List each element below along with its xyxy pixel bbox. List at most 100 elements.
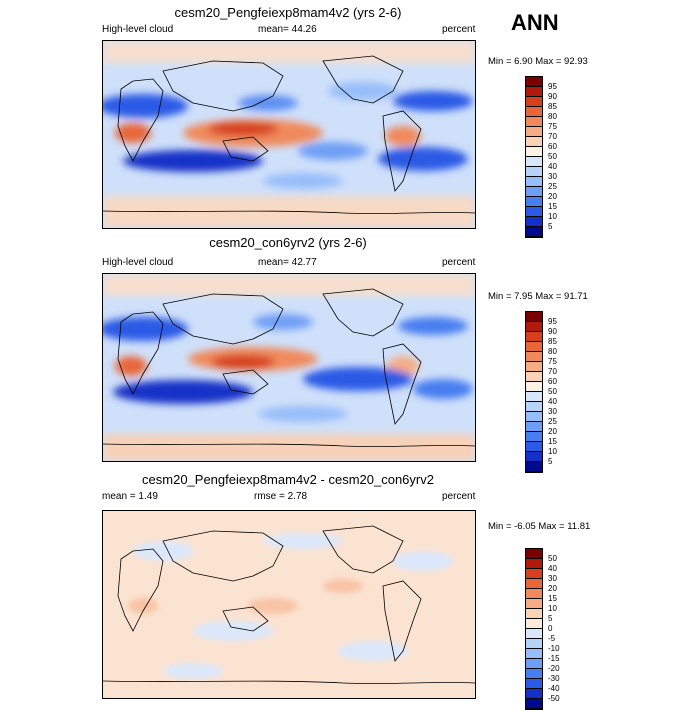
- colorbar-tick-label: 10: [548, 212, 557, 221]
- colorbar-swatch: [526, 639, 542, 649]
- colorbar-tick-label: 95: [548, 317, 557, 326]
- colorbar-swatch: [526, 462, 542, 472]
- colorbar-swatch: [526, 87, 542, 97]
- colorbar-tick-label: 10: [548, 604, 557, 613]
- colorbar-tick-label: 50: [548, 554, 557, 563]
- colorbar-swatch: [526, 412, 542, 422]
- colorbar-tick-label: 95: [548, 82, 557, 91]
- colorbar-tick-label: 25: [548, 417, 557, 426]
- panel-3-mean: mean = 1.49: [102, 491, 158, 502]
- panel-3-rmse: rmse = 2.78: [254, 491, 308, 502]
- colorbar-tick-label: -15: [548, 654, 560, 663]
- colorbar-tick-label: 85: [548, 102, 557, 111]
- colorbar-swatch: [526, 127, 542, 137]
- colorbar-tick-label: -10: [548, 644, 560, 653]
- colorbar-swatch: [526, 659, 542, 669]
- panel-3-title: cesm20_Pengfeiexp8mam4v2 - cesm20_con6yr…: [142, 472, 434, 487]
- colorbar-tick-label: 40: [548, 564, 557, 573]
- colorbar-tick-label: 20: [548, 584, 557, 593]
- panel-2-minmax: Min = 7.95 Max = 91.71: [488, 291, 588, 302]
- colorbar-swatch: [526, 432, 542, 442]
- panel-1-field-label: High-level cloud: [102, 24, 174, 35]
- colorbar-tick-label: 80: [548, 347, 557, 356]
- colorbar-swatch: [526, 312, 542, 322]
- colorbar-tick-label: -5: [548, 634, 556, 643]
- colorbar-swatch: [526, 382, 542, 392]
- panel-1-minmax: Min = 6.90 Max = 92.93: [488, 56, 588, 67]
- colorbar-swatch: [526, 699, 542, 709]
- colorbar-tick-label: 70: [548, 367, 557, 376]
- panel-2-colorbar: [525, 311, 543, 473]
- colorbar-swatch: [526, 599, 542, 609]
- colorbar-swatch: [526, 197, 542, 207]
- colorbar-swatch: [526, 217, 542, 227]
- colorbar-tick-label: 5: [548, 614, 553, 623]
- colorbar-tick-label: 0: [548, 624, 553, 633]
- colorbar-swatch: [526, 669, 542, 679]
- colorbar-swatch: [526, 649, 542, 659]
- colorbar-tick-label: 20: [548, 192, 557, 201]
- colorbar-swatch: [526, 107, 542, 117]
- panel-1-map: [102, 40, 476, 229]
- colorbar-swatch: [526, 609, 542, 619]
- colorbar-swatch: [526, 559, 542, 569]
- panel-1-colorbar: [525, 76, 543, 238]
- colorbar-tick-label: 15: [548, 437, 557, 446]
- colorbar-swatch: [526, 679, 542, 689]
- colorbar-swatch: [526, 187, 542, 197]
- colorbar-swatch: [526, 569, 542, 579]
- colorbar-swatch: [526, 207, 542, 217]
- colorbar-swatch: [526, 452, 542, 462]
- colorbar-tick-label: 15: [548, 594, 557, 603]
- panel-2-map-field: [103, 274, 475, 461]
- panel-1-title: cesm20_Pengfeiexp8mam4v2 (yrs 2-6): [174, 5, 402, 20]
- colorbar-swatch: [526, 147, 542, 157]
- colorbar-tick-label: -30: [548, 674, 560, 683]
- colorbar-tick-label: 50: [548, 152, 557, 161]
- panel-2-title: cesm20_con6yrv2 (yrs 2-6): [209, 235, 367, 250]
- colorbar-tick-label: -50: [548, 694, 560, 703]
- colorbar-swatch: [526, 549, 542, 559]
- colorbar-tick-label: 10: [548, 447, 557, 456]
- colorbar-swatch: [526, 117, 542, 127]
- season-label: ANN: [511, 10, 559, 35]
- colorbar-tick-label: 60: [548, 377, 557, 386]
- colorbar-tick-label: -20: [548, 664, 560, 673]
- panel-2-mean: mean= 42.77: [258, 257, 317, 268]
- colorbar-swatch: [526, 77, 542, 87]
- colorbar-swatch: [526, 332, 542, 342]
- colorbar-tick-label: 75: [548, 357, 557, 366]
- colorbar-tick-label: 90: [548, 327, 557, 336]
- colorbar-tick-label: 30: [548, 574, 557, 583]
- colorbar-tick-label: 5: [548, 222, 553, 231]
- colorbar-swatch: [526, 97, 542, 107]
- panel-3-map: [102, 510, 476, 699]
- colorbar-swatch: [526, 579, 542, 589]
- colorbar-swatch: [526, 392, 542, 402]
- colorbar-swatch: [526, 352, 542, 362]
- colorbar-swatch: [526, 689, 542, 699]
- colorbar-tick-label: 90: [548, 92, 557, 101]
- colorbar-tick-label: 60: [548, 142, 557, 151]
- colorbar-tick-label: 5: [548, 457, 553, 466]
- colorbar-swatch: [526, 372, 542, 382]
- colorbar-swatch: [526, 402, 542, 412]
- panel-1-map-field: [103, 41, 475, 228]
- colorbar-tick-label: 20: [548, 427, 557, 436]
- panel-3-colorbar: [525, 548, 543, 710]
- colorbar-tick-label: 70: [548, 132, 557, 141]
- colorbar-tick-label: 30: [548, 407, 557, 416]
- colorbar-swatch: [526, 167, 542, 177]
- panel-1-units: percent: [442, 24, 476, 35]
- panel-2-units: percent: [442, 257, 476, 268]
- colorbar-swatch: [526, 362, 542, 372]
- colorbar-tick-label: 85: [548, 337, 557, 346]
- colorbar-swatch: [526, 342, 542, 352]
- colorbar-swatch: [526, 589, 542, 599]
- colorbar-tick-label: -40: [548, 684, 560, 693]
- panel-3-minmax: Min = -6.05 Max = 11.81: [488, 521, 591, 532]
- colorbar-tick-label: 15: [548, 202, 557, 211]
- colorbar-tick-label: 25: [548, 182, 557, 191]
- colorbar-swatch: [526, 629, 542, 639]
- colorbar-tick-label: 40: [548, 162, 557, 171]
